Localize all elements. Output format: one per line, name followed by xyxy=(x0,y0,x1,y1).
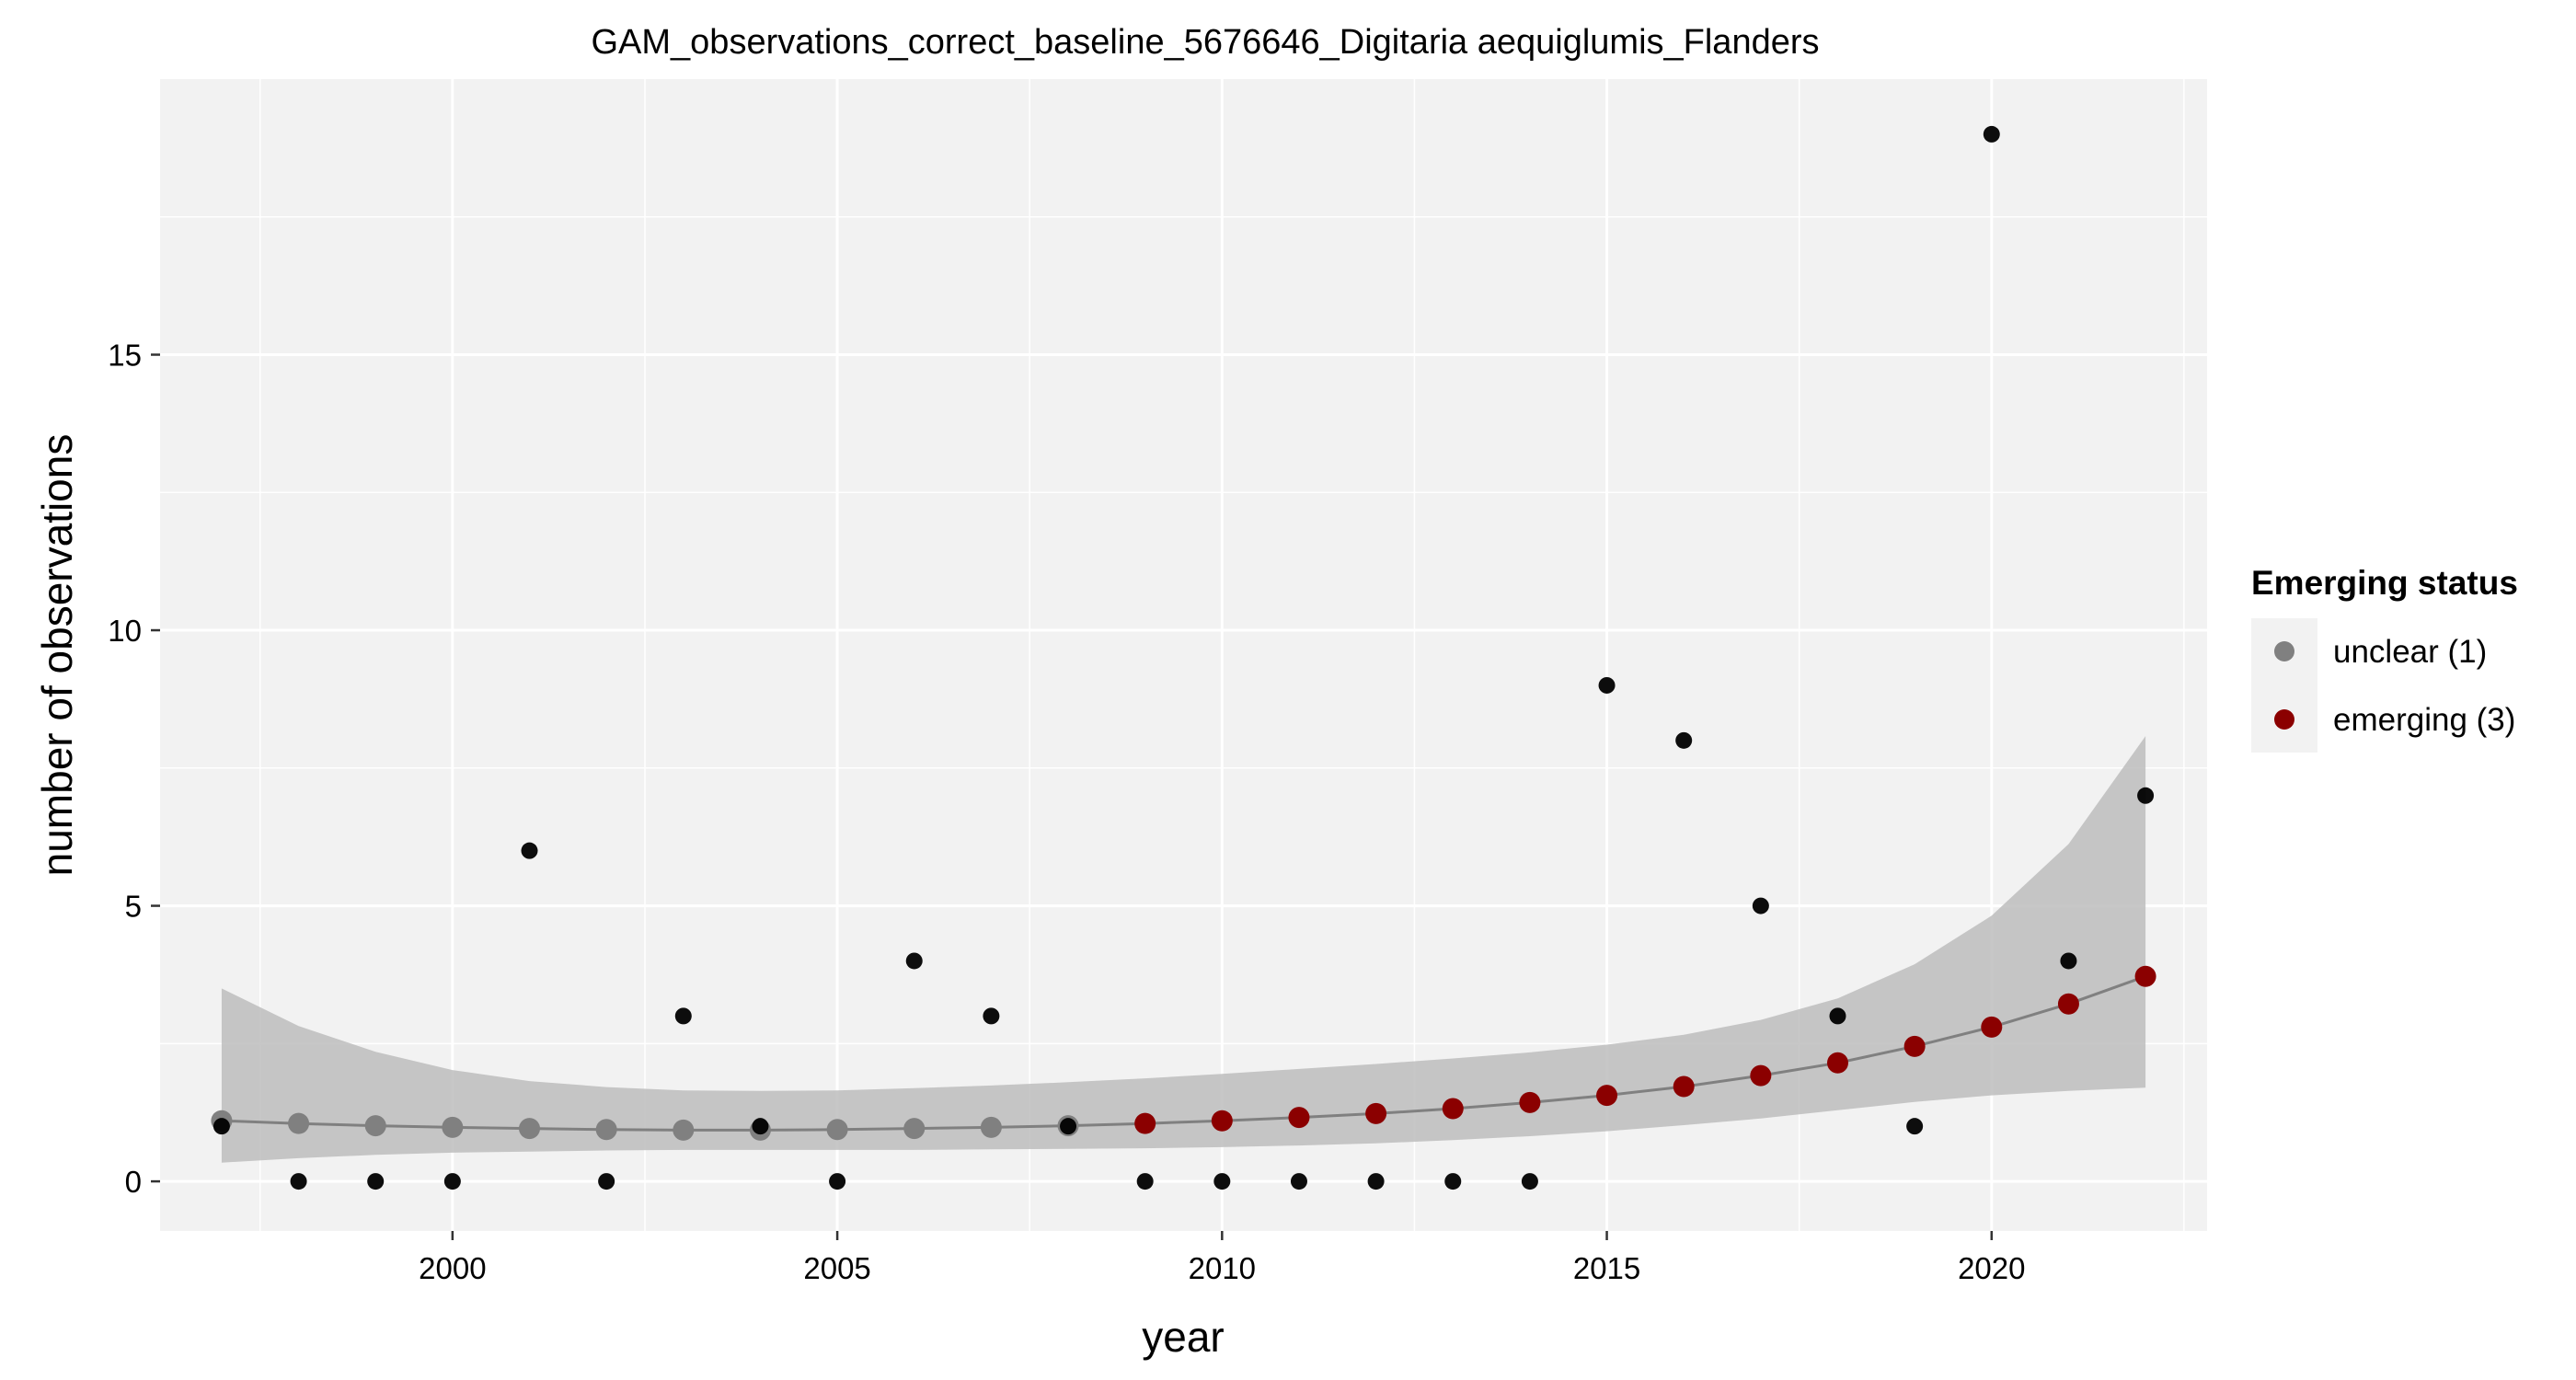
grid-major xyxy=(160,79,2207,1231)
observation-point xyxy=(1367,1173,1385,1190)
chart-title: GAM_observations_correct_baseline_567664… xyxy=(591,23,1819,62)
fit-point-emerging xyxy=(1981,1016,2003,1038)
observation-point xyxy=(1444,1173,1462,1190)
x-axis-title: year xyxy=(1142,1313,1224,1361)
fit-line xyxy=(221,974,2146,1132)
x-tick-label: 2020 xyxy=(1958,1251,2025,1285)
legend-key-background xyxy=(2251,618,2317,753)
observation-point xyxy=(829,1173,846,1190)
observation-point xyxy=(1598,676,1616,694)
fit-point-unclear xyxy=(519,1118,541,1140)
fit-line-layer xyxy=(221,974,2146,1132)
x-tick-label: 2005 xyxy=(803,1251,870,1285)
observation-point xyxy=(1906,1118,1924,1135)
confidence-band-layer xyxy=(221,736,2146,1163)
y-axis-title: number of observations xyxy=(33,434,81,877)
fit-point-unclear xyxy=(442,1116,464,1138)
x-tick-label: 2015 xyxy=(1573,1251,1640,1285)
observation-point xyxy=(1829,1007,1846,1025)
observation-point xyxy=(1136,1173,1154,1190)
fit-point-emerging xyxy=(1442,1098,1464,1120)
observation-point xyxy=(2060,952,2077,970)
fit-point-emerging xyxy=(1134,1112,1156,1134)
observation-point xyxy=(443,1173,461,1190)
fit-point-emerging xyxy=(1211,1110,1233,1132)
fit-point-unclear xyxy=(903,1118,926,1140)
fit-point-unclear xyxy=(595,1119,617,1141)
y-tick-label: 10 xyxy=(108,614,142,648)
y-tick-label: 15 xyxy=(108,339,142,373)
fit-point-unclear xyxy=(288,1112,310,1134)
fit-point-unclear xyxy=(980,1116,1002,1138)
fit-point-emerging xyxy=(1673,1075,1695,1098)
observation-point xyxy=(1752,897,1769,914)
fit-point-emerging xyxy=(1903,1035,1926,1057)
observation-point xyxy=(367,1173,385,1190)
observation-point xyxy=(983,1007,1000,1025)
observation-point xyxy=(290,1173,307,1190)
fit-point-emerging xyxy=(1519,1091,1541,1113)
legend-key-unclear xyxy=(2274,641,2294,661)
observation-point xyxy=(905,952,923,970)
observation-point xyxy=(752,1118,769,1135)
observation-point xyxy=(1521,1173,1538,1190)
observation-point xyxy=(2137,787,2155,804)
y-axis: 0 5 10 15 xyxy=(108,339,160,1199)
x-axis: 2000 2005 2010 2015 2020 xyxy=(419,1231,2026,1285)
x-tick-label: 2000 xyxy=(419,1251,486,1285)
observation-point xyxy=(1213,1173,1231,1190)
fit-point-unclear xyxy=(826,1119,848,1141)
fit-point-emerging xyxy=(2057,993,2079,1015)
fit-point-emerging xyxy=(1288,1107,1310,1129)
observation-point xyxy=(1675,731,1693,749)
x-tick-label: 2010 xyxy=(1189,1251,1256,1285)
fit-point-emerging xyxy=(1596,1085,1618,1107)
fit-point-unclear xyxy=(673,1119,695,1141)
legend-label-unclear: unclear (1) xyxy=(2333,634,2487,670)
observation-point xyxy=(598,1173,615,1190)
y-tick-label: 0 xyxy=(125,1165,142,1199)
legend-label-emerging: emerging (3) xyxy=(2333,702,2515,738)
observation-point xyxy=(521,842,538,859)
fit-point-emerging xyxy=(1826,1052,1848,1074)
observation-point xyxy=(213,1118,230,1135)
legend-title: Emerging status xyxy=(2251,564,2518,602)
observation-point xyxy=(674,1007,692,1025)
fit-point-emerging xyxy=(1750,1064,1772,1087)
fit-point-emerging xyxy=(1365,1102,1387,1124)
confidence-band xyxy=(221,736,2146,1163)
fit-point-unclear xyxy=(364,1115,386,1137)
observation-point xyxy=(1290,1173,1307,1190)
fit-point-emerging xyxy=(2134,965,2156,987)
legend: Emerging status unclear (1) emerging (3) xyxy=(2251,564,2518,753)
observation-point xyxy=(1983,125,2000,143)
y-tick-label: 5 xyxy=(125,890,142,924)
legend-key-emerging xyxy=(2274,709,2294,730)
observation-points-layer xyxy=(213,125,2155,1190)
observation-point xyxy=(1060,1118,1077,1135)
